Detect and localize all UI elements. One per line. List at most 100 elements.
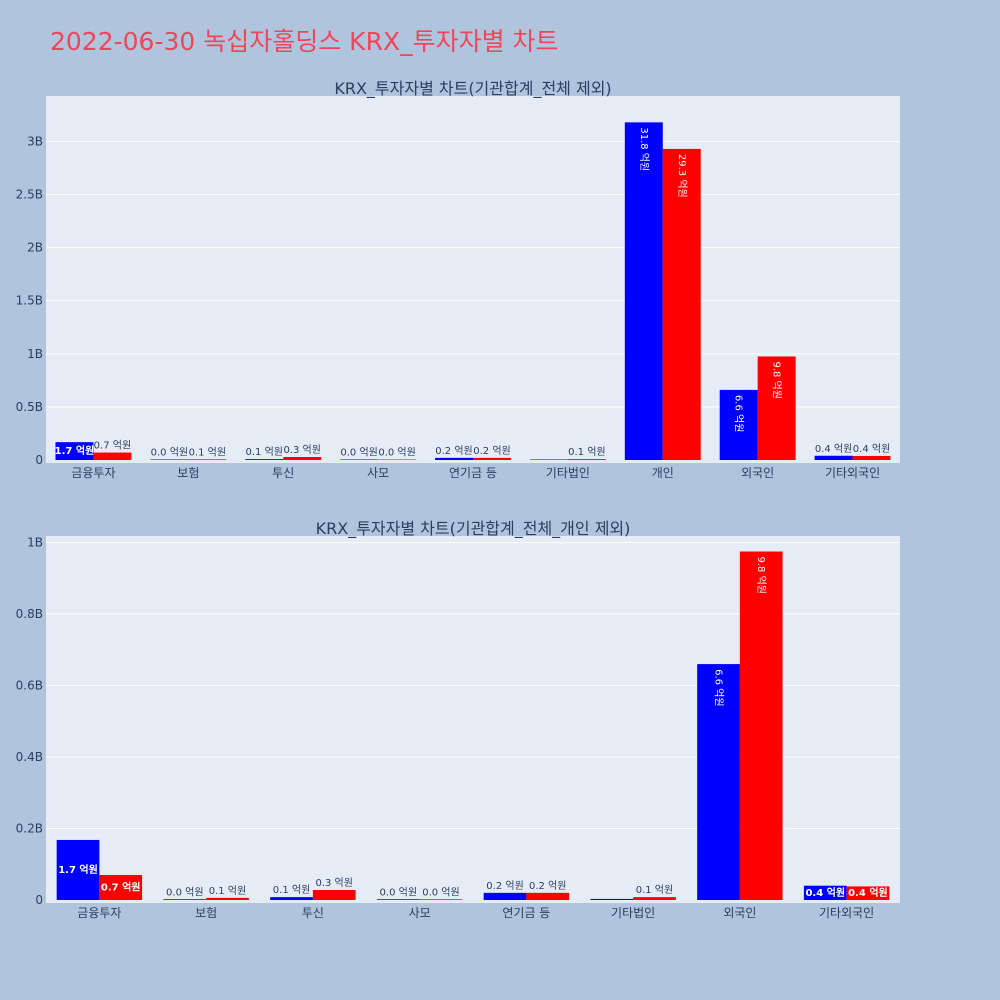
data-label: 0.4 억원 xyxy=(853,443,890,455)
data-label: 6.6 억원 xyxy=(713,669,725,706)
y-tick-label: 1B xyxy=(27,347,43,361)
data-label: 0.4 억원 xyxy=(848,886,888,899)
bar-a xyxy=(270,897,313,900)
bar-a xyxy=(435,457,473,460)
y-tick-label: 0.5B xyxy=(16,400,43,414)
x-tick-label: 금융투자 xyxy=(71,466,115,480)
bar-b xyxy=(473,457,511,460)
bar-a xyxy=(697,664,740,900)
x-tick-label: 개인 xyxy=(652,466,674,480)
x-tick-label: 연기금 등 xyxy=(449,466,497,480)
data-label: 0.0 억원 xyxy=(151,447,188,459)
bar-b xyxy=(188,459,227,460)
y-tick-label: 0 xyxy=(35,453,43,467)
bar-a xyxy=(55,442,94,460)
bar-b xyxy=(93,452,132,460)
data-label: 9.8 억원 xyxy=(771,361,783,398)
bar-a xyxy=(163,899,207,900)
y-tick-label: 0.4B xyxy=(16,750,43,764)
data-label: 0.4 억원 xyxy=(805,886,845,899)
chart-institutions-excl-individual: 0 0.2B 0.4B 0.6B 0.8B 1B KRX_투자자별 차트(기관합계_전체_개… xyxy=(16,519,900,920)
bar-b xyxy=(378,459,417,460)
bar-a xyxy=(814,455,853,460)
bar-a xyxy=(150,459,189,460)
bar-b xyxy=(312,889,356,900)
bar-b xyxy=(739,551,783,900)
bar-b xyxy=(567,459,606,460)
data-label: 9.8 억원 xyxy=(755,557,767,594)
y-tick-label: 2B xyxy=(27,241,43,255)
data-label: 0.2 억원 xyxy=(529,880,566,892)
data-label: 0.0 억원 xyxy=(422,886,459,898)
chart-title: KRX_투자자별 차트(기관합계_전체 제외) xyxy=(334,79,611,99)
data-label: 0.1 억원 xyxy=(568,446,605,458)
x-tick-label: 기타외국인 xyxy=(825,466,880,480)
data-label: 31.8 억원 xyxy=(638,127,650,171)
y-tick-label: 1B xyxy=(27,536,43,550)
data-label: 0.7 억원 xyxy=(101,880,141,893)
bar-b xyxy=(757,356,796,460)
bar-b xyxy=(633,897,676,900)
bar-a xyxy=(483,892,527,900)
data-label: 0.0 억원 xyxy=(166,886,203,898)
x-tick-label: 기타외국인 xyxy=(819,906,874,920)
x-tick-label: 투신 xyxy=(302,906,324,920)
data-label: 1.7 억원 xyxy=(58,863,98,876)
bar-a xyxy=(340,459,379,460)
page-title: 2022-06-30 녹십자홀딩스 KRX_투자자별 차트 xyxy=(50,27,559,56)
bar-a xyxy=(56,839,100,900)
data-label: 6.6 억원 xyxy=(733,395,745,432)
bar-a xyxy=(590,898,634,900)
bar-b xyxy=(283,457,322,460)
data-label: 0.1 억원 xyxy=(246,446,283,458)
x-tick-label: 투신 xyxy=(272,466,294,480)
data-label: 0.0 억원 xyxy=(378,447,415,459)
chart-institutions-excl-total: 0 0.5B 1B 1.5B 2B 2.5B 3B KRX_투자자별 차트(기관합계_전체 제… xyxy=(16,79,900,480)
bar-a xyxy=(719,389,758,460)
bar-b xyxy=(846,886,890,900)
x-tick-label: 사모 xyxy=(409,906,431,920)
bar-a xyxy=(529,459,568,460)
bar-b xyxy=(852,455,891,460)
data-label: 0.0 억원 xyxy=(340,447,377,459)
y-tick-label: 0.6B xyxy=(16,679,43,693)
data-label: 0.1 억원 xyxy=(273,884,310,896)
data-label: 0.1 억원 xyxy=(636,884,673,896)
bar-a xyxy=(376,899,420,900)
data-label: 29.3 억원 xyxy=(676,154,688,198)
x-tick-label: 보험 xyxy=(177,466,199,480)
bar-a xyxy=(624,122,663,460)
x-tick-label: 연기금 등 xyxy=(502,906,550,920)
x-tick-label: 기타법인 xyxy=(546,466,590,480)
y-tick-label: 0.2B xyxy=(16,822,43,836)
x-tick-label: 사모 xyxy=(367,466,389,480)
data-label: 0.3 억원 xyxy=(283,444,320,456)
data-label: 0.1 억원 xyxy=(209,885,246,897)
x-tick-label: 기타법인 xyxy=(611,906,655,920)
bar-a xyxy=(245,459,284,460)
bar-a xyxy=(803,885,847,900)
chart-title: KRX_투자자별 차트(기관합계_전체_개인 제외) xyxy=(316,519,631,539)
bar-b xyxy=(419,899,463,900)
data-label: 0.4 억원 xyxy=(815,443,852,455)
data-label: 1.7 억원 xyxy=(55,444,95,457)
y-tick-label: 3B xyxy=(27,134,43,148)
data-label: 0.1 억원 xyxy=(189,446,226,458)
x-tick-label: 금융투자 xyxy=(77,906,121,920)
bar-b xyxy=(662,148,701,460)
bar-b xyxy=(206,897,249,900)
x-tick-label: 외국인 xyxy=(723,906,756,920)
data-label: 0.3 억원 xyxy=(315,877,352,889)
y-tick-label: 0 xyxy=(35,893,43,907)
bar-b xyxy=(526,892,570,900)
data-label: 0.7 억원 xyxy=(94,440,131,452)
y-tick-label: 0.8B xyxy=(16,607,43,621)
bar-b xyxy=(99,874,143,900)
data-label: 0.2 억원 xyxy=(435,445,472,457)
x-tick-label: 외국인 xyxy=(741,466,774,480)
y-tick-label: 2.5B xyxy=(16,188,43,202)
data-label: 0.0 억원 xyxy=(380,886,417,898)
y-tick-label: 1.5B xyxy=(16,294,43,308)
data-label: 0.2 억원 xyxy=(473,445,510,457)
